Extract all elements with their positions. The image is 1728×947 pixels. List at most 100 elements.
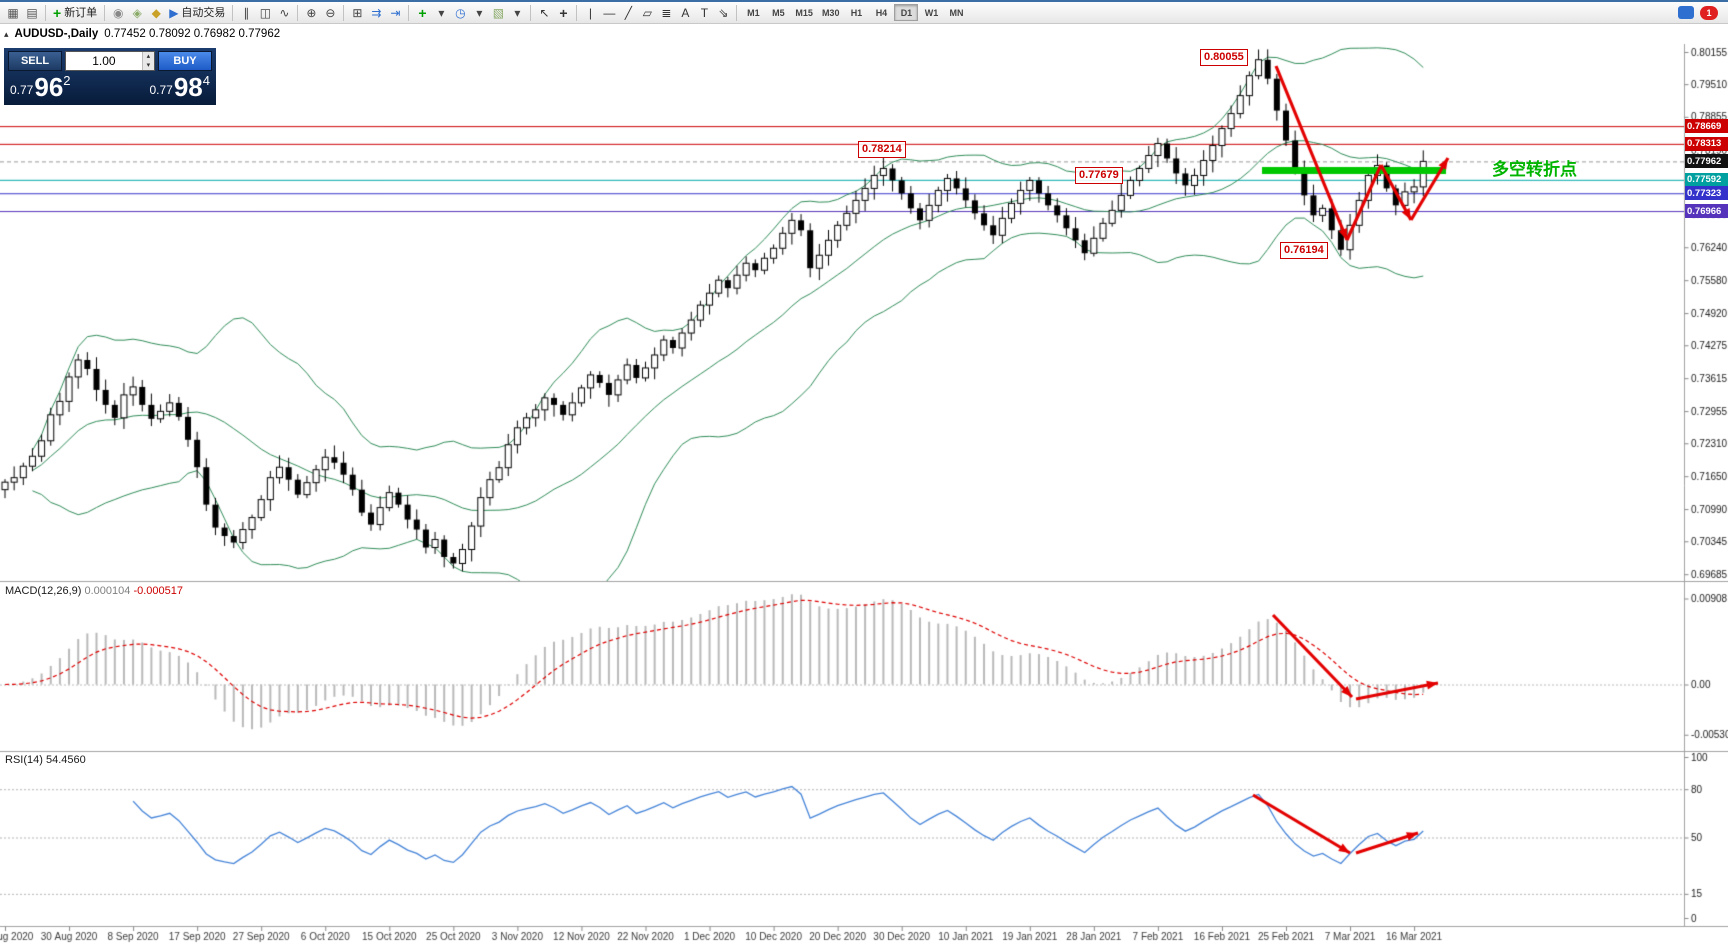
- line-chart-icon: ∿: [279, 5, 290, 20]
- timeframe-m1[interactable]: M1: [741, 4, 765, 21]
- chart-ohlc: 0.77452 0.78092 0.76982 0.77962: [104, 28, 281, 40]
- new-order-button[interactable]: + 新订单: [50, 4, 100, 22]
- profiles-icon: ▤: [26, 5, 38, 20]
- timeframe-w1[interactable]: W1: [919, 4, 943, 21]
- vertical-line-icon[interactable]: |: [581, 4, 599, 22]
- indicators-icon: +: [418, 4, 427, 21]
- timeframe-d1[interactable]: D1: [894, 4, 919, 21]
- bid-price[interactable]: 0.77 96 2: [10, 73, 71, 101]
- metaeditor-icon: ◆: [151, 5, 161, 20]
- tile-windows-icon: ⊞: [352, 5, 363, 20]
- channel-icon: ▱: [642, 5, 653, 20]
- new-order-button: +: [53, 4, 62, 21]
- price-level-annotation[interactable]: 0.76194: [1280, 241, 1328, 259]
- periods-dropdown-icon: ▾: [476, 5, 483, 20]
- main-toolbar: ▦ ▤ + 新订单 ◉ ◈ ◆ ▶ 自动交易 ∥ ◫ ∿ ⊕ ⊖ ⊞ ⇉ ⇥ + ▾ ◷ ▾ ▧ ▾ ↖ + | — ╱ ▱ ≣ A T ⇘ M1…: [0, 0, 1728, 24]
- auto-scroll-icon: ⇉: [371, 5, 382, 20]
- crosshair-icon: +: [559, 4, 568, 21]
- bar-chart-icon[interactable]: ∥: [237, 4, 255, 22]
- timeframe-mn[interactable]: MN: [944, 4, 968, 21]
- alerts-icon: ◉: [112, 5, 124, 20]
- label-icon[interactable]: T: [695, 4, 713, 22]
- price-level-annotation[interactable]: 0.77679: [1075, 167, 1123, 185]
- templates-dropdown-icon[interactable]: ▾: [508, 4, 526, 22]
- market-icon[interactable]: ◈: [128, 4, 146, 22]
- sell-button[interactable]: SELL: [8, 51, 62, 71]
- volume-stepper[interactable]: ▴ ▾: [65, 51, 155, 71]
- alerts-icon[interactable]: ◉: [109, 4, 127, 22]
- line-chart-icon[interactable]: ∿: [275, 4, 293, 22]
- timeframe-m5[interactable]: M5: [766, 4, 790, 21]
- toolbar-separator: [576, 4, 578, 21]
- cursor-icon: ↖: [539, 5, 550, 20]
- volume-input[interactable]: [66, 52, 142, 70]
- turning-point-note[interactable]: 多空转折点: [1492, 160, 1577, 180]
- cursor-icon[interactable]: ↖: [535, 4, 553, 22]
- price-axis-label: 0.78669: [1685, 119, 1728, 134]
- price-axis-label: 0.77962: [1685, 154, 1728, 169]
- zoom-out-icon[interactable]: ⊖: [321, 4, 339, 22]
- volume-up-icon[interactable]: ▴: [142, 52, 154, 61]
- notifications-badge[interactable]: 1: [1700, 5, 1718, 20]
- macd-name: MACD(12,26,9): [5, 585, 82, 597]
- tile-windows-icon[interactable]: ⊞: [348, 4, 366, 22]
- zoom-in-icon[interactable]: ⊕: [302, 4, 320, 22]
- volume-down-icon[interactable]: ▾: [142, 61, 154, 70]
- toolbar-separator: [736, 4, 738, 21]
- bid-price-big: 96: [34, 72, 64, 102]
- macd-indicator-label: MACD(12,26,9) 0.000104 -0.000517: [5, 585, 183, 597]
- timeframe-m30[interactable]: M30: [818, 4, 844, 21]
- toolbar-separator: [343, 4, 345, 21]
- toolbar-separator: [297, 4, 299, 21]
- crosshair-icon[interactable]: +: [554, 4, 572, 22]
- timeframe-h1[interactable]: H1: [844, 4, 868, 21]
- metaeditor-icon[interactable]: ◆: [147, 4, 165, 22]
- chart-shift-icon[interactable]: ⇥: [386, 4, 404, 22]
- messages-icon[interactable]: [1678, 6, 1694, 19]
- arrows-icon: ⇘: [718, 5, 729, 20]
- periods-dropdown-icon[interactable]: ▾: [470, 4, 488, 22]
- price-level-annotation[interactable]: 0.78214: [858, 140, 906, 158]
- toolbar-right: 1: [1678, 5, 1724, 20]
- periods-icon[interactable]: ◷: [451, 4, 469, 22]
- templates-dropdown-icon: ▾: [514, 5, 521, 20]
- bid-price-sup: 2: [63, 73, 71, 88]
- auto-scroll-icon[interactable]: ⇉: [367, 4, 385, 22]
- macd-main-value: 0.000104: [84, 585, 131, 597]
- indicators-dropdown-icon[interactable]: ▾: [432, 4, 450, 22]
- periods-icon: ◷: [455, 5, 466, 20]
- one-click-collapse-icon[interactable]: ▴: [4, 28, 9, 39]
- chart-title-bar: ▴ AUDUSD-,Daily 0.77452 0.78092 0.76982 …: [0, 24, 1684, 44]
- ask-price-big: 98: [173, 72, 203, 102]
- indicators-icon[interactable]: +: [413, 4, 431, 22]
- profiles-icon[interactable]: ▤: [23, 4, 41, 22]
- candlestick-chart-icon[interactable]: ◫: [256, 4, 274, 22]
- price-level-annotation[interactable]: 0.80055: [1200, 48, 1248, 66]
- text-icon[interactable]: A: [676, 4, 694, 22]
- autotrading-button[interactable]: ▶ 自动交易: [166, 4, 228, 22]
- toolbar-separator: [408, 4, 410, 21]
- buy-button[interactable]: BUY: [158, 51, 212, 71]
- price-axis-label: 0.77323: [1685, 186, 1728, 201]
- timeframe-m15[interactable]: M15: [791, 4, 817, 21]
- timeframe-h4[interactable]: H4: [869, 4, 893, 21]
- new-chart-icon: ▦: [7, 5, 19, 20]
- ask-price[interactable]: 0.77 98 4: [149, 73, 210, 101]
- chart-symbol: AUDUSD-,Daily: [14, 28, 99, 40]
- channel-icon[interactable]: ▱: [638, 4, 656, 22]
- bar-chart-icon: ∥: [243, 5, 250, 20]
- trendline-icon[interactable]: ╱: [619, 4, 637, 22]
- macd-signal-value: -0.000517: [133, 585, 183, 597]
- templates-icon[interactable]: ▧: [489, 4, 507, 22]
- fibonacci-icon[interactable]: ≣: [657, 4, 675, 22]
- zoom-out-icon: ⊖: [325, 5, 336, 20]
- label-icon: T: [700, 5, 709, 20]
- toolbar-separator: [530, 4, 532, 21]
- candlestick-chart-icon: ◫: [259, 5, 272, 20]
- horizontal-line-icon[interactable]: —: [600, 4, 618, 22]
- price-axis-label: 0.76966: [1685, 204, 1728, 219]
- new-chart-icon[interactable]: ▦: [4, 4, 22, 22]
- arrows-icon[interactable]: ⇘: [714, 4, 732, 22]
